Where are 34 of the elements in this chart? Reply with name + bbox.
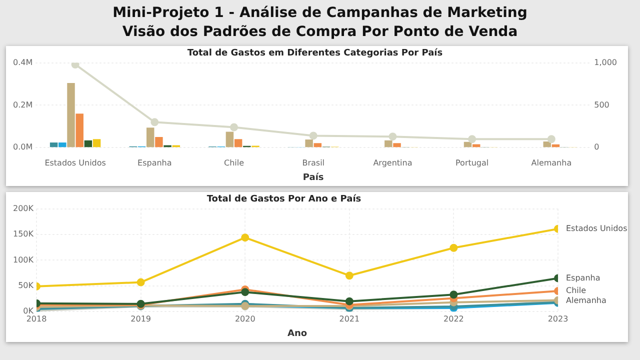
x-tick-label: 2020 [234, 314, 256, 324]
x-tick-label: 2023 [548, 314, 568, 324]
series-label: Espanha [566, 273, 600, 282]
x-tick-label: Chile [224, 158, 244, 168]
series-label: Estados Unidos [566, 224, 628, 233]
y-tick-label: 150K [13, 230, 34, 239]
series-label: Chile [566, 286, 586, 296]
y-tick-label: 100K [13, 255, 34, 264]
y2-tick-label: 500 [594, 100, 610, 110]
x-tick-label: 2018 [26, 314, 47, 324]
chart-title: Total de Gastos Por Ano e País [206, 194, 362, 205]
x-tick-label: 2021 [339, 314, 360, 324]
x-tick-label: Estados Unidos [44, 158, 106, 168]
y-tick-label: 0.2M [13, 100, 33, 110]
x-tick-label: Alemanha [531, 158, 572, 168]
y-tick-label: 0.4M [13, 58, 33, 67]
y-tick-label: 200K [13, 204, 34, 213]
text: Visão dos Padrões de Compra Por Ponto de Venda [121, 23, 519, 42]
x-tick-label: Espanha [138, 158, 172, 168]
text: Mini-Projeto 1 - Análise de Campanhas de Marketing [112, 4, 528, 23]
y2-tick-label: 1,000 [594, 58, 618, 67]
x-axis-title: País [302, 172, 324, 183]
y-tick-label: 0K [23, 306, 34, 316]
chart-title: Total de Gastos em Diferentes Categorias Por País [187, 48, 443, 59]
y-tick-label: 50K [18, 280, 34, 290]
x-axis-title: Ano [287, 328, 308, 339]
x-tick-label: Portugal [455, 158, 489, 168]
x-tick-label: 2019 [130, 314, 151, 324]
x-tick-label: Argentina [373, 158, 412, 168]
y2-tick-label: 0 [594, 142, 600, 152]
series-label: Alemanha [566, 296, 606, 305]
y-tick-label: 0.0M [13, 142, 33, 152]
x-tick-label: 2022 [444, 314, 464, 324]
x-tick-label: Brasil [302, 158, 325, 168]
